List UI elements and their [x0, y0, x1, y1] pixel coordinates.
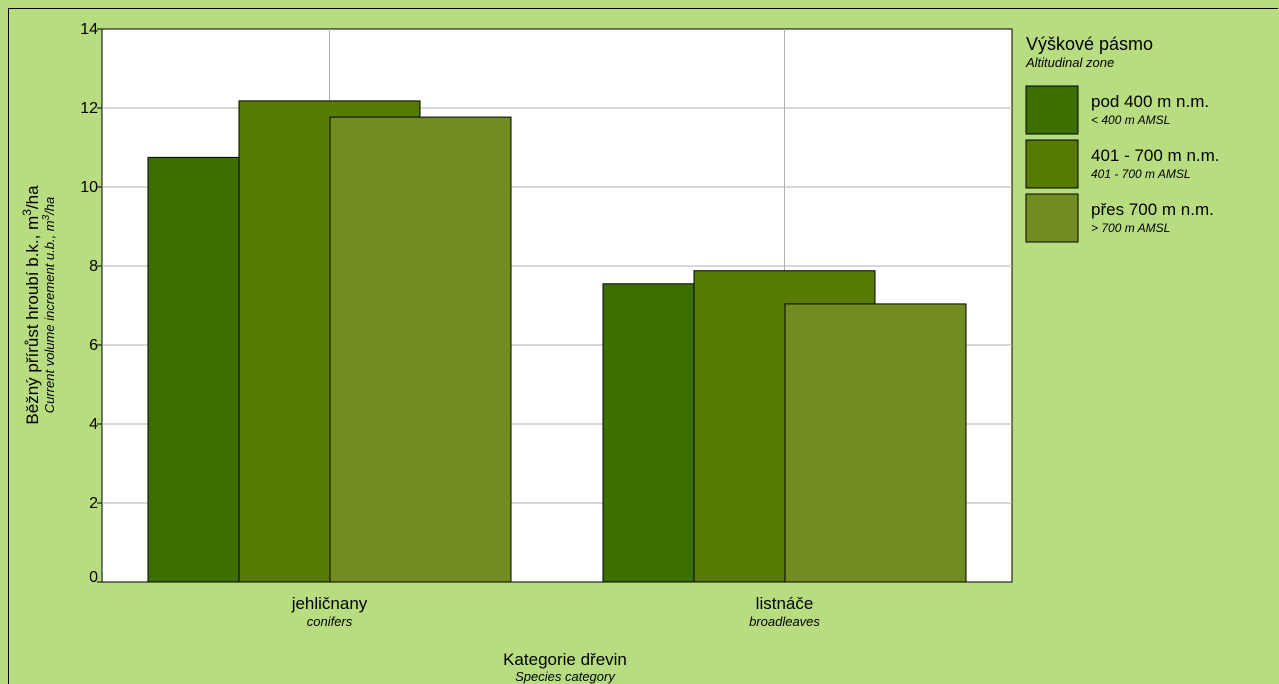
y-tick-label: 8	[89, 258, 98, 275]
chart-frame	[8, 8, 1278, 684]
x-tick-label: listnáče	[756, 594, 814, 613]
y-axis-label: Běžný přírůst hroubí b.k., m3/ha	[20, 185, 42, 425]
y-tick-label: 10	[80, 179, 98, 196]
x-axis-label: Kategorie dřevin	[503, 650, 627, 669]
legend-label-sub: 401 - 700 m AMSL	[1091, 167, 1191, 181]
legend-swatch	[1025, 139, 1079, 189]
y-axis-label-sub: Current volume increment u.b., m3/ha	[41, 197, 57, 414]
y-tick-label: 12	[80, 100, 98, 117]
legend-title-sub: Altitudinal zone	[1025, 55, 1114, 70]
legend-swatch	[1025, 193, 1079, 243]
y-tick-label: 0	[89, 569, 98, 586]
x-tick-label-sub: conifers	[307, 614, 353, 629]
x-tick-label: jehličnany	[291, 594, 368, 613]
y-tick-label: 14	[80, 21, 98, 38]
legend-label: přes 700 m n.m.	[1091, 200, 1214, 219]
bar	[784, 303, 967, 583]
legend-label-sub: > 700 m AMSL	[1091, 221, 1170, 235]
y-tick-label: 2	[89, 495, 98, 512]
legend-title: Výškové pásmo	[1026, 34, 1153, 54]
y-tick-label: 4	[89, 416, 98, 433]
legend-swatch	[1025, 85, 1079, 135]
legend-label: 401 - 700 m n.m.	[1091, 146, 1220, 165]
x-axis-label-sub: Species category	[515, 669, 616, 684]
legend: pod 400 m n.m. < 400 m AMSL 401 - 700 m n.…	[1025, 85, 1220, 243]
legend-label: pod 400 m n.m.	[1091, 92, 1209, 111]
y-tick-label: 6	[89, 337, 98, 354]
bars	[147, 100, 967, 583]
legend-label-sub: < 400 m AMSL	[1091, 113, 1170, 127]
y-axis-ticks: 0 2 4 6 8 10 12 14	[80, 21, 102, 586]
bar	[329, 116, 512, 583]
x-tick-label-sub: broadleaves	[749, 614, 820, 629]
